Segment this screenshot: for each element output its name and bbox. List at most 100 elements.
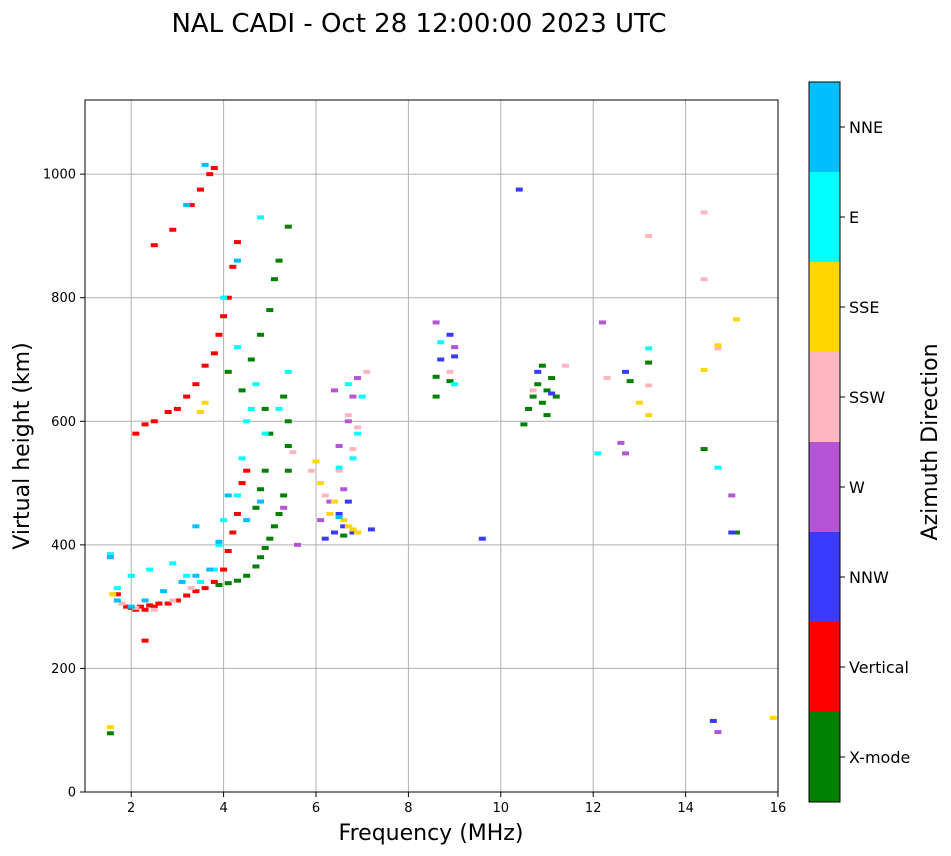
data-point — [229, 530, 237, 535]
data-point — [261, 545, 269, 550]
data-point — [252, 382, 260, 387]
y-axis-ticks: 0 200 400 600 800 1000 — [43, 168, 85, 801]
data-point — [552, 394, 560, 399]
data-point — [275, 511, 283, 516]
data-point — [257, 499, 265, 504]
data-point — [201, 162, 209, 167]
colorbar-segment-e — [809, 172, 840, 262]
data-point — [340, 533, 348, 538]
data-point — [127, 573, 135, 578]
data-point — [548, 391, 556, 396]
data-point — [358, 394, 366, 399]
series-e — [106, 215, 722, 591]
data-point — [127, 604, 135, 609]
data-point — [261, 431, 269, 436]
data-point — [123, 604, 131, 609]
data-point — [317, 518, 325, 523]
data-point — [515, 187, 523, 192]
data-point — [446, 379, 454, 384]
data-point — [349, 447, 357, 452]
data-point — [538, 363, 546, 368]
data-point — [270, 277, 278, 282]
data-point — [340, 524, 348, 529]
data-point — [183, 573, 191, 578]
data-point — [622, 451, 630, 456]
colorbar-segment-vertical — [809, 622, 840, 712]
data-point — [363, 369, 371, 374]
x-tick-label: 6 — [312, 801, 320, 816]
data-point — [150, 243, 158, 248]
data-point — [344, 499, 352, 504]
data-point — [330, 530, 338, 535]
data-point — [261, 406, 269, 411]
data-point — [645, 360, 653, 365]
data-point — [109, 592, 117, 597]
data-point — [289, 450, 297, 455]
data-point — [257, 555, 265, 560]
data-point — [525, 406, 533, 411]
series-nne — [106, 162, 343, 609]
data-point — [113, 598, 121, 603]
data-point — [354, 425, 362, 430]
data-point — [728, 493, 736, 498]
data-point — [197, 579, 204, 584]
colorbar-label: NNE — [849, 118, 883, 137]
data-point — [155, 601, 163, 606]
data-point — [594, 451, 602, 456]
x-tick-label: 4 — [219, 801, 227, 816]
data-point — [349, 530, 357, 535]
data-point — [173, 598, 181, 603]
data-point — [164, 410, 172, 415]
y-tick-label: 200 — [51, 662, 76, 677]
data-point — [529, 394, 537, 399]
data-point — [141, 607, 149, 612]
data-point — [335, 444, 343, 448]
data-point — [238, 481, 246, 486]
data-point — [543, 388, 551, 393]
data-point — [432, 394, 440, 399]
data-point — [714, 465, 722, 470]
data-point — [261, 468, 269, 473]
data-point — [220, 518, 228, 523]
plot-frame — [84, 99, 779, 793]
data-point — [432, 374, 440, 379]
data-point — [233, 493, 241, 498]
data-point — [626, 379, 634, 384]
data-point — [349, 394, 357, 399]
data-point — [312, 459, 320, 464]
data-point — [321, 536, 329, 541]
data-point — [201, 363, 209, 368]
data-point — [275, 406, 283, 411]
data-point — [106, 731, 114, 736]
data-point — [543, 413, 551, 418]
data-point — [534, 369, 542, 374]
data-point — [284, 419, 292, 424]
colorbar-label: SSW — [849, 388, 885, 407]
data-point — [210, 165, 218, 170]
colorbar-label: Vertical — [849, 658, 909, 677]
data-point — [150, 604, 158, 609]
colorbar: X-mode Vertical NNW W SSW SSE E NNE — [809, 82, 910, 802]
data-point — [769, 715, 777, 720]
data-point — [645, 383, 653, 388]
data-point — [617, 440, 625, 445]
data-point — [700, 277, 708, 282]
data-point — [257, 332, 265, 337]
data-point — [266, 536, 274, 541]
data-point — [243, 419, 251, 424]
data-point — [141, 422, 149, 427]
data-point — [321, 493, 329, 498]
data-point — [173, 406, 181, 411]
data-point — [266, 308, 274, 313]
data-point — [192, 573, 200, 578]
data-point — [275, 258, 283, 263]
data-point — [645, 233, 653, 238]
data-point — [192, 382, 200, 387]
data-point — [326, 511, 334, 516]
data-point — [548, 376, 556, 381]
y-tick-label: 0 — [68, 786, 76, 801]
colorbar-segment-x-mode — [809, 712, 840, 802]
y-axis-label: Virtual height (km) — [10, 342, 35, 549]
data-point — [344, 419, 352, 424]
